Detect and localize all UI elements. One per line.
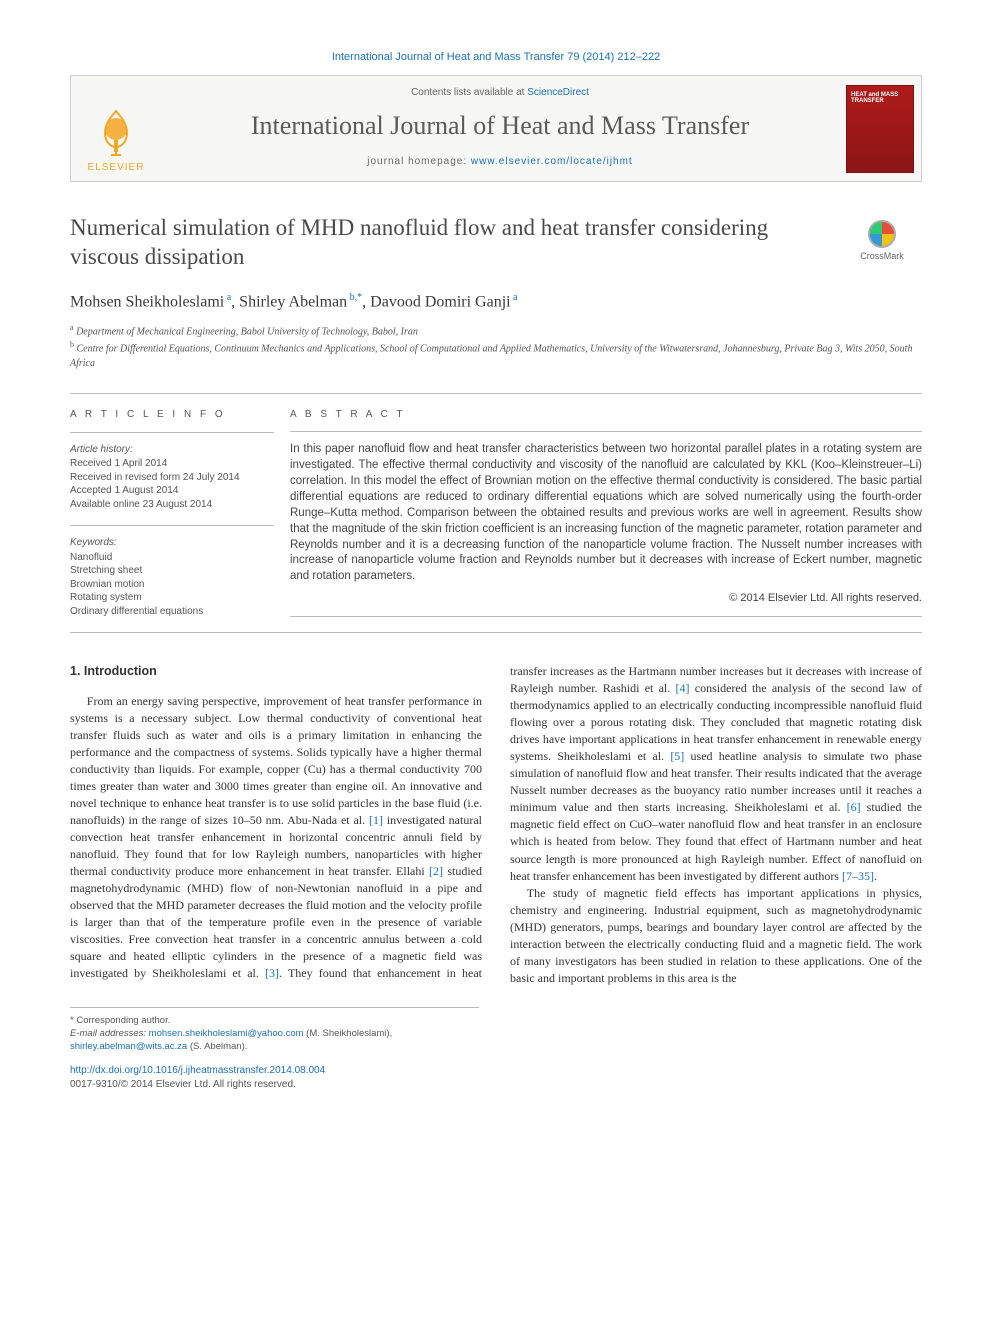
article-info-column: A R T I C L E I N F O Article history: R… [70,394,290,633]
keyword: Brownian motion [70,578,274,592]
publisher-logo-block: ELSEVIER [71,76,161,180]
sciencedirect-link[interactable]: ScienceDirect [527,87,589,98]
crossmark-icon [868,220,896,248]
journal-name: International Journal of Heat and Mass T… [161,108,839,144]
elsevier-tree-icon [89,105,143,159]
history-line: Accepted 1 August 2014 [70,484,274,498]
citation-ref[interactable]: [7–35] [842,869,874,883]
email-attribution: (S. Abelman). [190,1041,248,1052]
article-body: 1. Introduction From an energy saving pe… [70,663,922,987]
affiliation-a-text: Department of Mechanical Engineering, Ba… [76,326,418,337]
journal-homepage-line: journal homepage: www.elsevier.com/locat… [161,155,839,169]
doi-footer: http://dx.doi.org/10.1016/j.ijheatmasstr… [70,1064,922,1092]
abstract-heading: A B S T R A C T [290,408,922,422]
email-label: E-mail addresses: [70,1028,146,1039]
citation-ref[interactable]: [3] [265,966,279,980]
author-email[interactable]: shirley.abelman@wits.ac.za [70,1041,187,1052]
affiliation-b-text: Centre for Differential Equations, Conti… [70,344,912,369]
email-attribution: (M. Sheikholeslami), [306,1028,392,1039]
keyword: Nanofluid [70,551,274,565]
body-text: From an energy saving perspective, impro… [70,694,482,827]
history-line: Received in revised form 24 July 2014 [70,471,274,485]
citation-ref[interactable]: [2] [429,864,443,878]
journal-cover-thumbnail: HEAT and MASS TRANSFER [846,85,914,173]
citation-ref[interactable]: [1] [369,813,383,827]
crossmark-widget[interactable]: CrossMark [842,214,922,284]
corresponding-author-note: * Corresponding author. [70,1014,479,1027]
keywords-label: Keywords: [70,536,274,550]
body-paragraph: The study of magnetic field effects has … [510,885,922,987]
abstract-column: A B S T R A C T In this paper nanofluid … [290,394,922,633]
contents-available-line: Contents lists available at ScienceDirec… [161,86,839,100]
abstract-text: In this paper nanofluid flow and heat tr… [290,442,922,585]
keyword: Stretching sheet [70,564,274,578]
journal-homepage-url[interactable]: www.elsevier.com/locate/ijhmt [471,156,633,167]
keyword: Ordinary differential equations [70,605,274,619]
keyword: Rotating system [70,591,274,605]
doi-link[interactable]: http://dx.doi.org/10.1016/j.ijheatmasstr… [70,1064,922,1078]
abstract-copyright: © 2014 Elsevier Ltd. All rights reserved… [290,591,922,606]
author-email[interactable]: mohsen.sheikholeslami@yahoo.com [149,1028,304,1039]
publisher-name: ELSEVIER [88,161,145,175]
citation-ref[interactable]: [6] [847,800,861,814]
affiliation-a: a Department of Mechanical Engineering, … [70,322,922,339]
homepage-prefix: journal homepage: [367,156,471,167]
citation-ref[interactable]: [4] [676,681,690,695]
contents-prefix: Contents lists available at [411,87,527,98]
history-line: Received 1 April 2014 [70,457,274,471]
history-line: Available online 23 August 2014 [70,498,274,512]
article-title: Numerical simulation of MHD nanofluid fl… [70,214,842,272]
cover-title: HEAT and MASS TRANSFER [851,92,909,105]
journal-header: ELSEVIER Contents lists available at Sci… [70,75,922,181]
page-footer: * Corresponding author. E-mail addresses… [70,1007,479,1054]
crossmark-label: CrossMark [842,250,922,263]
body-text: . [874,869,877,883]
citation-ref[interactable]: [5] [670,749,684,763]
issn-copyright: 0017-9310/© 2014 Elsevier Ltd. All right… [70,1078,922,1092]
author-list: Mohsen Sheikholeslami a, Shirley Abelman… [70,291,922,314]
section-heading-intro: 1. Introduction [70,663,482,681]
article-info-heading: A R T I C L E I N F O [70,408,274,422]
article-history-label: Article history: [70,443,274,457]
top-citation: International Journal of Heat and Mass T… [70,50,922,65]
affiliation-b: b Centre for Differential Equations, Con… [70,339,922,370]
affiliations: a Department of Mechanical Engineering, … [70,322,922,371]
email-addresses: E-mail addresses: mohsen.sheikholeslami@… [70,1027,479,1054]
